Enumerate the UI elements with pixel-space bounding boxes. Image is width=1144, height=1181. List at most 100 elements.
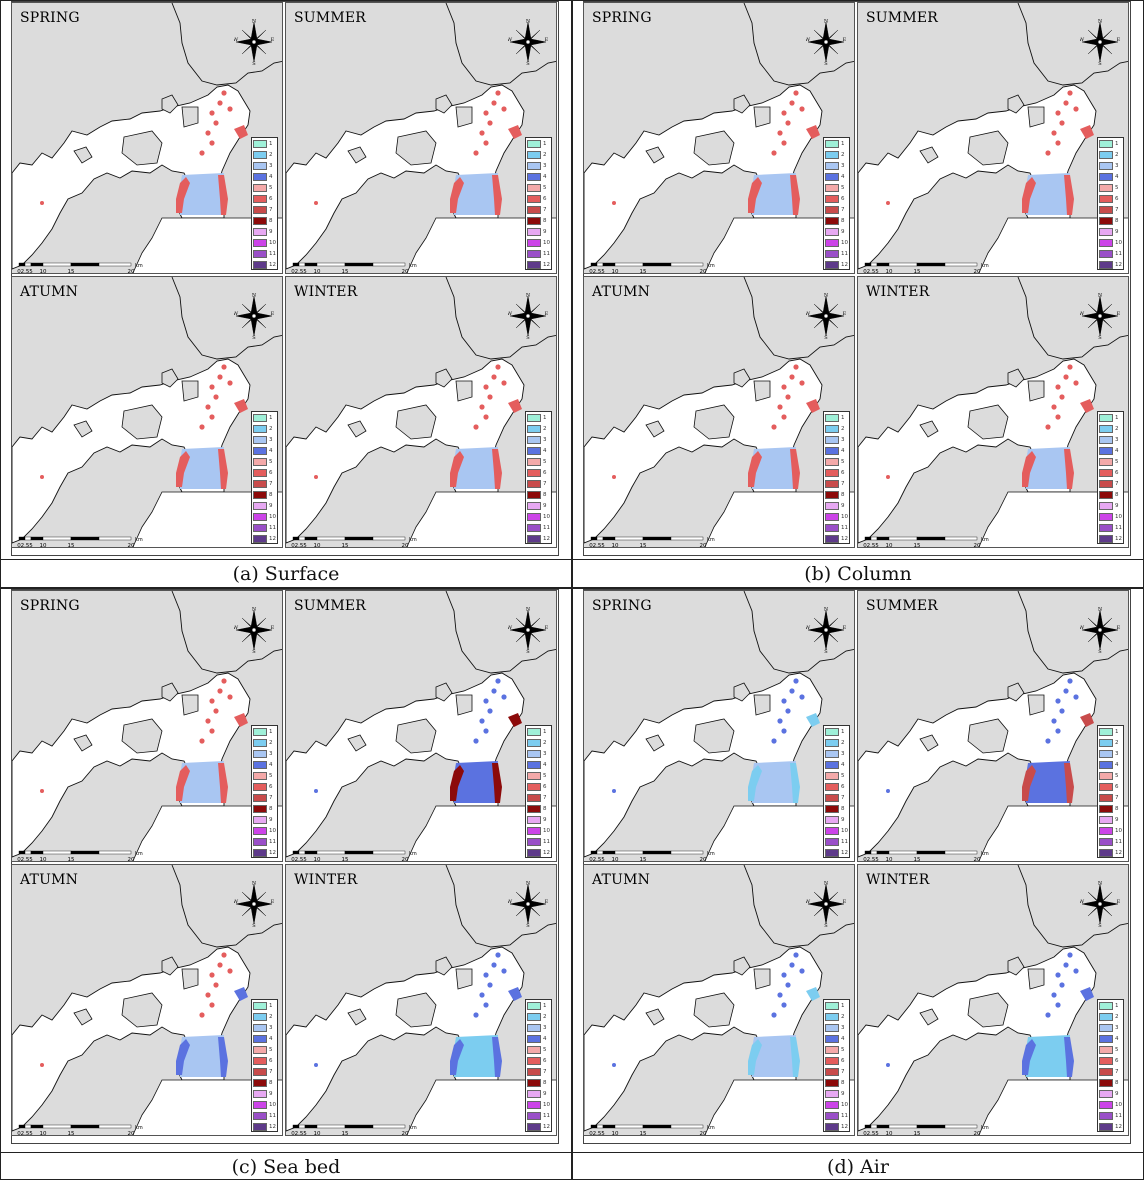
channel-cell [781,728,787,734]
island [181,968,199,990]
estuary-map [858,865,1128,1135]
island [73,734,93,752]
svg-text:E: E [843,625,846,631]
legend-item: 8 [526,1077,551,1088]
legend-item: 1 [824,726,849,737]
legend-label: 10 [269,827,276,834]
coastal-strip [790,763,800,803]
channel-cell [217,100,223,106]
legend-label: 9 [269,816,273,823]
svg-text:20: 20 [974,543,981,548]
legend-swatch [1099,227,1113,236]
island [967,404,1009,440]
channel-cell [781,384,787,390]
legend-item: 8 [1098,489,1123,500]
svg-text:N: N [824,607,829,613]
svg-text:10: 10 [886,857,893,862]
scale-bar: 0 2.5 5 10 15 20 km [291,1123,421,1135]
svg-text:W: W [234,311,239,317]
legend-label: 4 [543,447,547,454]
coastal-strip [492,763,502,803]
svg-text:5: 5 [875,857,879,862]
channel-cell [789,100,795,106]
legend-item: 3 [1098,1022,1123,1033]
legend-label: 4 [1115,447,1119,454]
legend-item: 10 [824,511,849,522]
svg-text:N: N [252,293,257,299]
coastline [1017,3,1128,86]
channel-cell [1051,130,1057,136]
southern-water [132,217,282,273]
svg-text:E: E [545,625,548,631]
island [121,130,163,166]
legend-label: 4 [841,761,845,768]
legend-item: 9 [252,1088,277,1099]
legend-swatch [527,782,541,791]
channel-cell [781,110,787,116]
water-body [286,672,525,858]
legend-item: 1 [1098,1000,1123,1011]
legend-item: 9 [1098,500,1123,511]
channel-cell [1067,90,1073,96]
svg-text:5: 5 [303,543,307,548]
legend-label: 11 [1115,838,1122,845]
legend-label: 7 [1115,794,1119,801]
legend-item: 12 [252,259,277,270]
legend-swatch [825,227,839,236]
svg-text:15: 15 [914,269,921,274]
legend-label: 6 [269,783,273,790]
channel-cell [1059,708,1065,714]
svg-text:km: km [981,537,989,543]
season-label: SUMMER [294,10,367,26]
legend-item: 2 [252,149,277,160]
legend-swatch [825,782,839,791]
coastal-strip [748,177,762,213]
channel-cell [777,992,783,998]
legend-item: 10 [526,825,551,836]
svg-text:5: 5 [601,543,605,548]
svg-text:10: 10 [612,269,619,274]
southern-water [132,491,282,547]
legend-item: 7 [1098,204,1123,215]
channel-cell [785,394,791,400]
channel-cell [781,140,787,146]
legend: 1 2 3 4 5 6 7 8 9 10 11 12 [1097,725,1124,858]
legend-swatch [253,501,267,510]
channel-cell [221,364,227,370]
legend-swatch [253,1023,267,1032]
legend-label: 8 [1115,1079,1119,1086]
channel-cell [1051,992,1057,998]
legend-item: 12 [824,259,849,270]
legend-label: 6 [841,469,845,476]
coastal-strip [748,765,762,801]
svg-text:15: 15 [68,543,75,548]
svg-text:15: 15 [68,857,75,862]
legend-swatch [253,826,267,835]
legend-item: 4 [252,759,277,770]
legend-item: 2 [526,423,551,434]
legend-label: 5 [841,772,845,779]
svg-text:15: 15 [68,269,75,274]
legend-label: 5 [841,184,845,191]
legend-item: 1 [824,412,849,423]
coastal-strip [218,763,228,803]
legend-item: 3 [526,434,551,445]
channel-cell [491,688,497,694]
legend-swatch [527,249,541,258]
channel-cell [1073,968,1079,974]
channel-cell [781,414,787,420]
channel-cell [314,475,318,479]
legend-swatch [253,139,267,148]
legend-label: 8 [543,805,547,812]
legend-item: 4 [824,759,849,770]
ne-tip-zone [234,399,248,413]
legend-item: 5 [526,182,551,193]
coastline [743,277,854,360]
channel-cell [495,90,501,96]
legend-item: 7 [252,204,277,215]
legend-label: 6 [543,195,547,202]
legend-label: 1 [1115,728,1119,735]
coastal-strip [1022,765,1036,801]
svg-text:km: km [409,851,417,857]
